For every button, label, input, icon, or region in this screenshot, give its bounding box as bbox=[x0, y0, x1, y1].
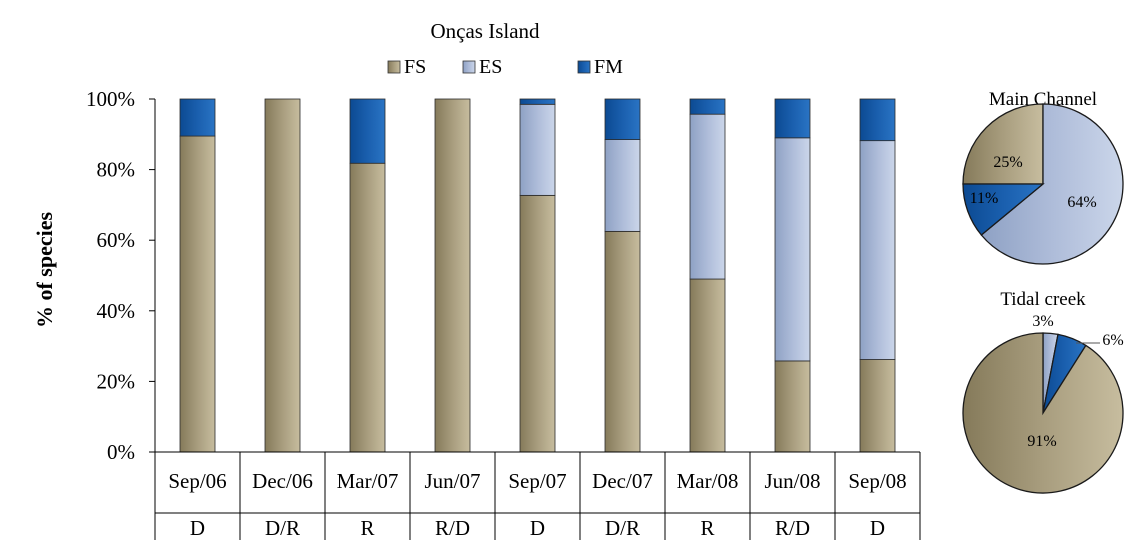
bar-es-dec-07 bbox=[604, 139, 641, 232]
y-tick-label: 20% bbox=[97, 369, 136, 393]
bar-fs-sep-07 bbox=[519, 194, 556, 453]
pie-main-channel: 25% 64% 11% bbox=[962, 103, 1124, 265]
x-season-label: R/D bbox=[435, 516, 470, 540]
x-season-label: R/D bbox=[775, 516, 810, 540]
bar-fs-dec-06 bbox=[264, 98, 301, 453]
pie-slice-fs bbox=[962, 103, 1044, 185]
legend-swatch-fm bbox=[577, 60, 591, 74]
x-tick-label: Jun/08 bbox=[764, 469, 820, 493]
bar-es-mar-08 bbox=[689, 113, 726, 280]
pie-label-fs: 91% bbox=[1027, 433, 1056, 450]
y-axis-label: % of species bbox=[32, 212, 57, 329]
y-tick-label: 80% bbox=[97, 158, 136, 182]
bar-fm-jun-08 bbox=[774, 98, 811, 139]
x-axis-table: Sep/06 D Dec/06 D/R Mar/07 R Jun/07 R/D Sep/07 D D… bbox=[154, 451, 921, 540]
x-tick-label: Jun/07 bbox=[424, 469, 480, 493]
bar-fm-sep-06 bbox=[179, 98, 216, 137]
x-season-label: R bbox=[360, 516, 374, 540]
bar-fm-mar-08 bbox=[689, 98, 726, 115]
pie-label-fm: 6% bbox=[1102, 332, 1123, 349]
pie-title-main-channel: Main Channel bbox=[989, 89, 1097, 110]
x-season-label: R bbox=[700, 516, 714, 540]
bar-plot-area bbox=[179, 98, 896, 453]
legend-swatch-es bbox=[462, 60, 476, 74]
bar-fs-jun-08 bbox=[774, 360, 811, 453]
x-season-label: D bbox=[190, 516, 205, 540]
pie-label-es: 3% bbox=[1032, 313, 1053, 330]
pie-label-fm: 11% bbox=[970, 190, 999, 207]
legend: FS ES FM bbox=[387, 56, 623, 78]
y-tick-label: 40% bbox=[97, 299, 136, 323]
bar-es-sep-08 bbox=[859, 140, 896, 360]
x-tick-label: Sep/08 bbox=[848, 469, 906, 493]
bar-fs-mar-07 bbox=[349, 162, 386, 453]
x-tick-label: Dec/07 bbox=[592, 469, 653, 493]
y-tick-label: 60% bbox=[97, 228, 136, 252]
bar-es-jun-08 bbox=[774, 137, 811, 362]
bar-fm-mar-07 bbox=[349, 98, 386, 164]
bar-fm-dec-07 bbox=[604, 98, 641, 140]
pie-slice-fm bbox=[962, 183, 1045, 236]
bar-fs-dec-07 bbox=[604, 230, 641, 453]
x-tick-label: Sep/06 bbox=[168, 469, 226, 493]
pie-slice-es bbox=[980, 103, 1124, 265]
y-tick-label: 100% bbox=[86, 87, 135, 111]
bar-fm-sep-08 bbox=[859, 98, 896, 142]
legend-label-fm: FM bbox=[594, 56, 623, 78]
legend-label-fs: FS bbox=[404, 56, 426, 78]
x-season-label: D bbox=[530, 516, 545, 540]
bar-fs-jun-07 bbox=[434, 98, 471, 453]
x-season-label: D/R bbox=[605, 516, 640, 540]
x-tick-label: Mar/07 bbox=[337, 469, 399, 493]
x-season-label: D/R bbox=[265, 516, 300, 540]
chart-title: Onças Island bbox=[430, 19, 540, 43]
bar-es-sep-07 bbox=[519, 103, 556, 196]
x-tick-label: Mar/08 bbox=[677, 469, 739, 493]
pie-tidal-creek: 3% 6% 91% bbox=[962, 313, 1124, 494]
pie-slice-fs bbox=[962, 332, 1124, 494]
bar-fs-sep-06 bbox=[179, 135, 216, 453]
pie-title-tidal-creek: Tidal creek bbox=[1000, 289, 1086, 310]
y-tick-label: 0% bbox=[107, 440, 135, 464]
pie-label-fs: 25% bbox=[993, 154, 1022, 171]
x-tick-label: Dec/06 bbox=[252, 469, 313, 493]
bar-fm-sep-07 bbox=[519, 98, 556, 105]
legend-label-es: ES bbox=[479, 56, 502, 78]
bar-fs-mar-08 bbox=[689, 278, 726, 453]
legend-swatch-fs bbox=[387, 60, 401, 74]
pie-label-es: 64% bbox=[1067, 194, 1096, 211]
x-season-label: D bbox=[870, 516, 885, 540]
x-tick-label: Sep/07 bbox=[508, 469, 566, 493]
y-axis: 0% 20% 40% 60% 80% 100% bbox=[86, 87, 156, 464]
bar-fs-sep-08 bbox=[859, 359, 896, 453]
